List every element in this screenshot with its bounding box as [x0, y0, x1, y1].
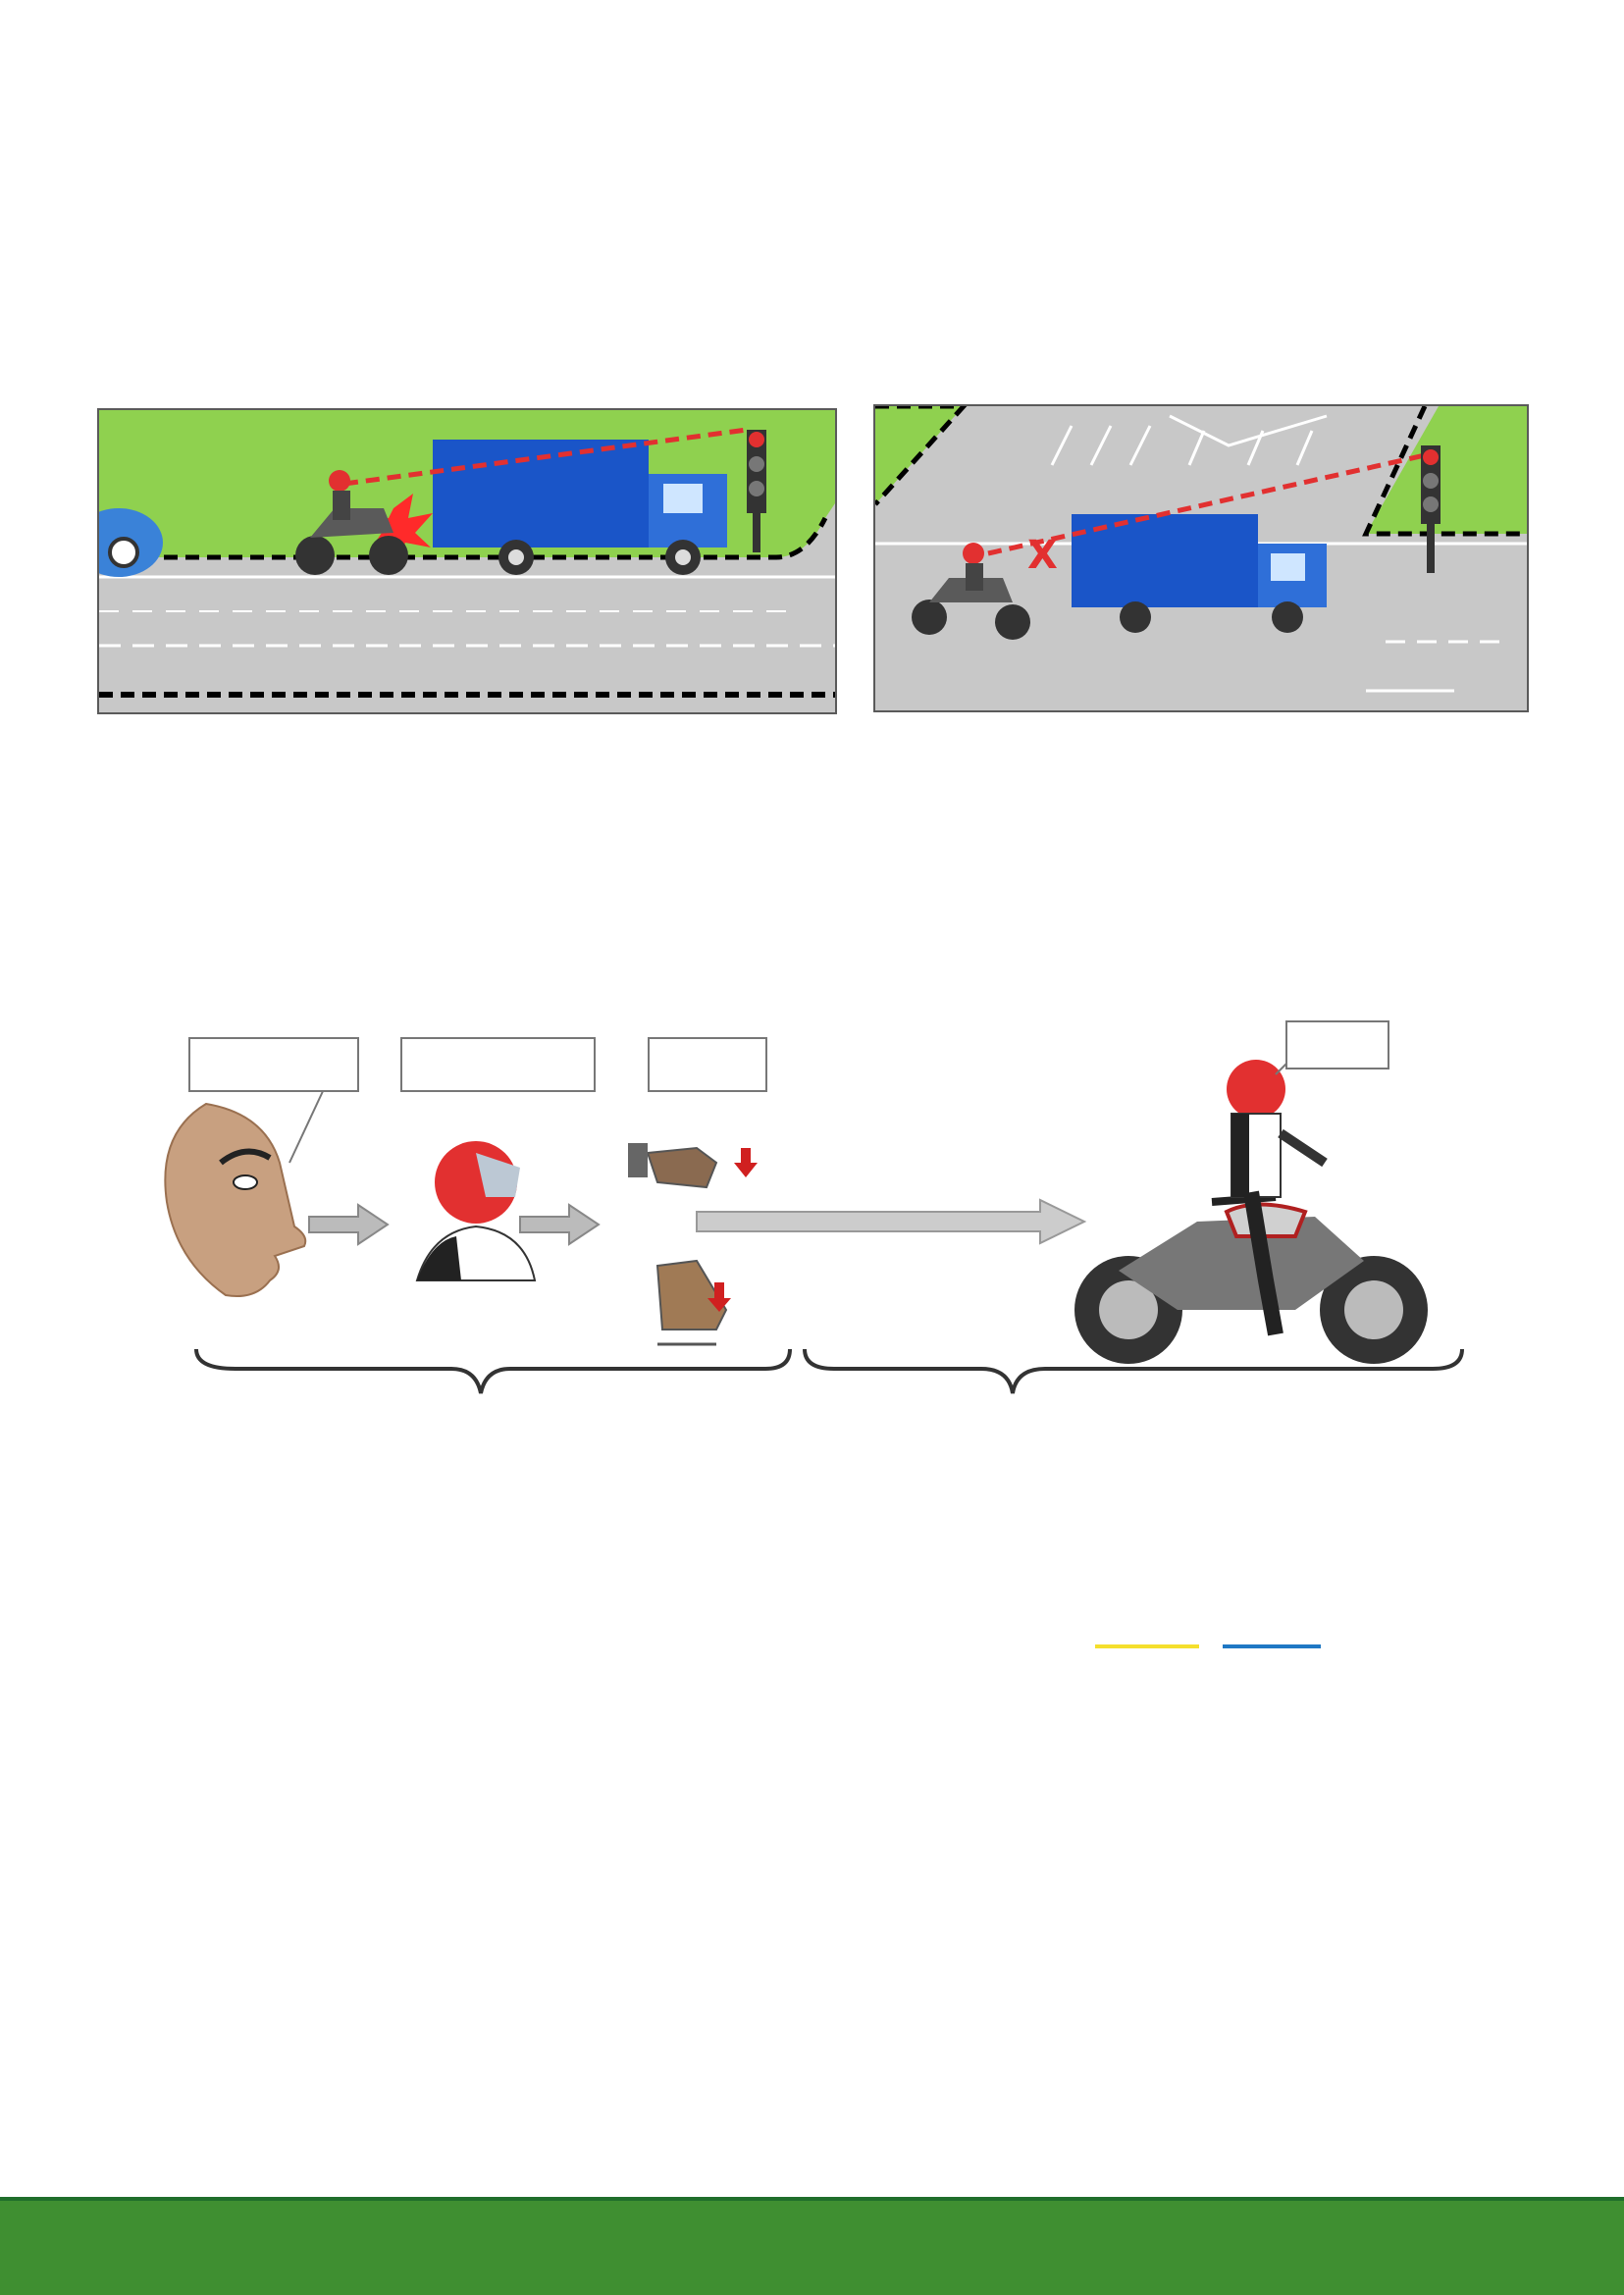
footer-bar: [0, 2201, 1624, 2295]
footer-text: [57, 2210, 65, 2240]
stopping-distance-chart: [756, 1702, 1501, 2183]
bubble-prediction-decision: [400, 1037, 596, 1092]
stopping-sequence-diagram: [137, 1016, 1482, 1418]
bubble-reaction: [648, 1037, 767, 1092]
bubble-perception: [188, 1037, 359, 1092]
legend-stopping-distance: [1352, 1644, 1448, 1648]
illustration-rear-end-collision: [97, 408, 837, 714]
bubble-stop: [1285, 1020, 1389, 1069]
illustration-beat-red-light: X: [873, 404, 1529, 712]
legend-braking-distance: [1223, 1644, 1321, 1648]
legend-reaction-distance: [1095, 1644, 1199, 1648]
